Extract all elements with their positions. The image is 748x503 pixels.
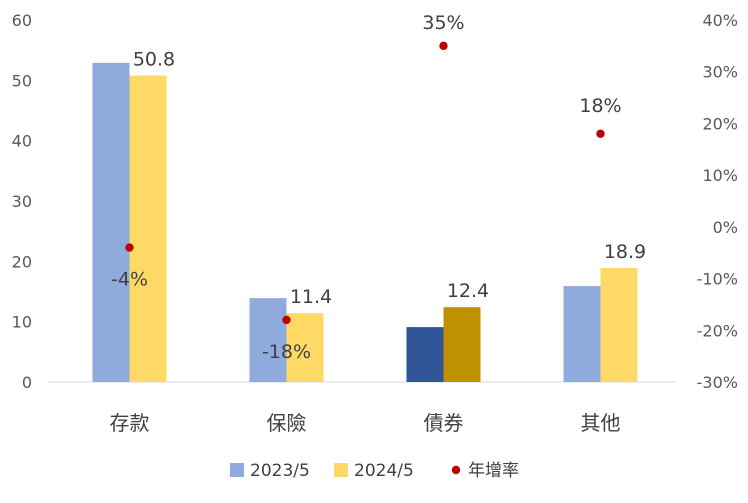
bar-2024-5: [286, 313, 324, 382]
left-tick-label: 30: [12, 192, 32, 211]
category-label: 存款: [110, 411, 150, 435]
legend-label: 2024/5: [354, 461, 414, 481]
category-label: 保險: [267, 411, 307, 435]
growth-value-label: 35%: [422, 12, 464, 34]
right-y-axis: -30% -20% -10% 0% 10% 20% 30% 40%: [697, 11, 738, 392]
bars: [92, 62, 638, 383]
growth-point: [125, 243, 134, 252]
category-labels: 存款 保險 債券 其他: [110, 411, 621, 435]
legend-label: 年增率: [468, 461, 519, 481]
bar-2023-5: [249, 298, 287, 382]
right-tick-label: 30%: [702, 63, 738, 82]
right-tick-label: 10%: [702, 166, 738, 185]
right-tick-label: 20%: [702, 114, 738, 133]
bar-2023-5: [563, 286, 601, 382]
bar-value-label: 50.8: [133, 49, 175, 71]
left-tick-label: 10: [12, 313, 32, 332]
growth-point: [282, 315, 291, 325]
bar-2024-5: [129, 75, 167, 383]
left-y-axis: 0 10 20 30 40 50 60: [12, 11, 32, 392]
left-tick-label: 0: [22, 373, 32, 392]
right-tick-label: -10%: [697, 270, 738, 289]
bar-value-label: 18.9: [604, 241, 646, 263]
left-tick-label: 50: [12, 71, 32, 90]
data-labels: 50.8 11.4 12.4 18.9 -4% -18% 35% 18%: [111, 12, 646, 363]
left-tick-label: 60: [12, 11, 32, 30]
left-tick-label: 40: [12, 132, 32, 151]
bar-2023-5: [92, 62, 130, 382]
growth-point: [439, 41, 448, 51]
left-tick-label: 20: [12, 252, 32, 271]
growth-value-label: 18%: [579, 95, 621, 117]
bar-2024-5: [600, 267, 638, 382]
growth-value-label: -18%: [262, 341, 311, 363]
bar-value-label: 11.4: [290, 286, 332, 308]
legend-swatch-2024: [334, 463, 348, 477]
right-tick-label: -20%: [697, 321, 738, 340]
category-label: 其他: [581, 411, 621, 435]
bar-2024-5: [443, 307, 481, 382]
legend: 2023/5 2024/5 年增率: [230, 461, 519, 481]
growth-points: [125, 41, 605, 325]
legend-swatch-2023: [230, 463, 244, 477]
growth-value-label: -4%: [111, 269, 148, 291]
growth-point: [596, 129, 605, 138]
bar-2023-5: [406, 327, 444, 382]
legend-label: 2023/5: [250, 461, 310, 481]
right-tick-label: 40%: [702, 11, 738, 30]
bar-value-label: 12.4: [447, 280, 489, 302]
category-label: 債券: [424, 411, 464, 435]
right-tick-label: -30%: [697, 373, 738, 392]
legend-marker-growth: [451, 465, 461, 475]
right-tick-label: 0%: [713, 218, 738, 237]
